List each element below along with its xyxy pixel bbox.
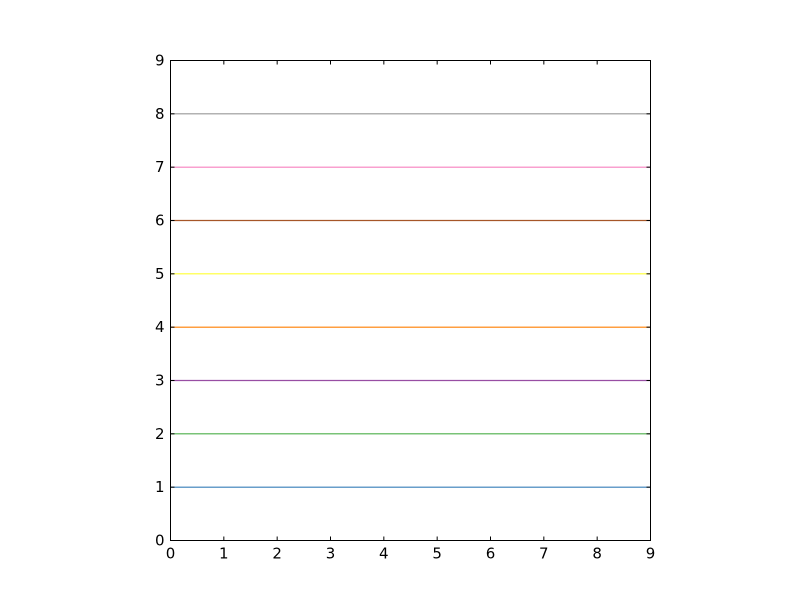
- y-tick-label: 2: [155, 425, 165, 443]
- x-tick-label: 4: [379, 545, 389, 563]
- x-tick-label: 9: [646, 545, 656, 563]
- x-tick-label: 6: [486, 545, 496, 563]
- y-tick-label: 9: [155, 52, 165, 70]
- x-tick-label: 2: [272, 545, 282, 563]
- y-tick-label: 1: [155, 478, 165, 496]
- x-tick-label: 0: [166, 545, 176, 563]
- tick-layer: 0 1 2 3 4 5 6 7 8 9 0 1 2 3 4 5 6 7 8 9: [155, 52, 655, 563]
- plot-area: [170, 60, 651, 541]
- y-tick-label: 5: [155, 265, 165, 283]
- x-tick-label: 1: [219, 545, 229, 563]
- y-tick-label: 8: [155, 105, 165, 123]
- y-tick-label: 4: [155, 318, 165, 336]
- y-tick-label: 0: [155, 532, 165, 550]
- x-tick-label: 7: [539, 545, 549, 563]
- y-tick-label: 3: [155, 372, 165, 390]
- plot-frame: [170, 60, 651, 541]
- x-tick-label: 5: [432, 545, 442, 563]
- y-tick-label: 7: [155, 158, 165, 176]
- y-tick-label: 6: [155, 212, 165, 230]
- x-tick-label: 8: [592, 545, 602, 563]
- series-layer: [170, 113, 651, 488]
- x-tick-label: 3: [326, 545, 336, 563]
